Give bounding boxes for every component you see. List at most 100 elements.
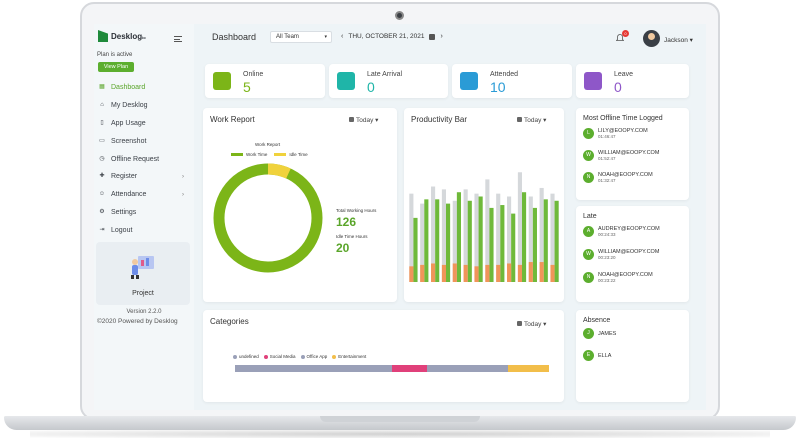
productivity-bar-tertiary bbox=[463, 264, 468, 282]
stat-label: Attended bbox=[490, 71, 519, 78]
chevron-down-icon: ▾ bbox=[324, 34, 327, 40]
productivity-today-dropdown[interactable]: Today ▾ bbox=[517, 116, 546, 124]
list-item[interactable]: L LILY@EOOPY.COM 01:46:47 bbox=[583, 128, 648, 139]
productivity-bar-secondary bbox=[550, 193, 555, 282]
laptop-shadow bbox=[30, 430, 770, 438]
running-icon bbox=[337, 72, 355, 90]
total-hours-value: 126 bbox=[336, 215, 357, 229]
productivity-bar-tertiary bbox=[496, 264, 501, 282]
person-name: LILY@EOOPY.COM bbox=[598, 128, 648, 134]
list-item[interactable]: A AUDREY@EOOPY.COM 00:24:33 bbox=[583, 226, 660, 237]
productivity-bar-primary bbox=[532, 207, 537, 282]
productivity-bar-secondary bbox=[496, 193, 501, 282]
dashboard-icon: ▦ bbox=[99, 84, 105, 91]
sidebar-item-screenshot[interactable]: ▭ Screenshot bbox=[94, 132, 194, 150]
sidebar-item-settings[interactable]: ⚙ Settings bbox=[94, 204, 194, 222]
list-item[interactable]: E ELLA bbox=[583, 350, 611, 361]
productivity-bar-tertiary bbox=[528, 262, 533, 282]
productivity-bar-tertiary bbox=[550, 264, 555, 282]
sidebar-item-my-desklog[interactable]: ⌂ My Desklog bbox=[94, 97, 194, 115]
camera-icon bbox=[395, 11, 404, 20]
list-item[interactable]: N NOAH@EOOPY.COM 01:32:47 bbox=[583, 172, 653, 183]
legend-label: Entertainment bbox=[338, 354, 367, 359]
categories-today-dropdown[interactable]: Today ▾ bbox=[517, 320, 546, 328]
sidebar-item-dashboard[interactable]: ▦ Dashboard bbox=[94, 79, 194, 97]
bell-icon[interactable] bbox=[616, 34, 624, 42]
productivity-bar-tertiary bbox=[485, 264, 490, 282]
stat-label: Online bbox=[243, 71, 264, 78]
productivity-bar-primary bbox=[511, 213, 516, 282]
list-item[interactable]: N NOAH@EOOPY.COM 00:23:22 bbox=[583, 272, 653, 283]
sidebar-item-offline-request[interactable]: ◷ Offline Request bbox=[94, 150, 194, 168]
total-hours-label: Total Working Hours bbox=[336, 208, 377, 213]
productivity-bar-primary bbox=[467, 200, 472, 282]
legend-item: undefined bbox=[233, 354, 259, 359]
chevron-right-icon: › bbox=[182, 173, 184, 180]
sidebar-menu: ▦ Dashboard ⌂ My Desklog ▯ App Usage ▭ Screensh… bbox=[94, 79, 194, 239]
prev-date-button[interactable]: ‹ bbox=[341, 33, 344, 40]
stat-card-leave[interactable]: Leave 0 bbox=[576, 64, 689, 98]
clock-icon: ◷ bbox=[99, 155, 105, 162]
logo-suffix: io bbox=[142, 34, 146, 40]
team-select[interactable]: All Team ▾ bbox=[270, 31, 332, 43]
person-name: ELLA bbox=[598, 352, 612, 359]
legend-label: Office App bbox=[306, 354, 328, 359]
plan-status: Plan is active bbox=[97, 52, 133, 58]
app-screen: Desklogio Plan is active View Plan ▦ Dash… bbox=[94, 24, 706, 410]
version-text: Version 2.2.0 bbox=[126, 309, 162, 315]
idle-hours-label: Idle Time Hours bbox=[336, 234, 368, 239]
project-card[interactable]: Project bbox=[96, 242, 190, 305]
people-icon: ☺ bbox=[98, 191, 106, 198]
productivity-bar-tertiary bbox=[507, 263, 512, 282]
list-item[interactable]: W WILLIAM@EOOPY.COM 01:52:47 bbox=[583, 150, 659, 161]
sidebar-item-app-usage[interactable]: ▯ App Usage bbox=[94, 115, 194, 133]
sidebar: Desklogio Plan is active View Plan ▦ Dash… bbox=[94, 24, 194, 410]
sidebar-item-label: Screenshot bbox=[111, 137, 147, 145]
productivity-bar-tertiary bbox=[474, 266, 479, 282]
stat-label: Leave bbox=[614, 71, 634, 78]
stat-value: 0 bbox=[614, 79, 622, 95]
logo-text: Desklog bbox=[111, 31, 143, 41]
next-date-button[interactable]: › bbox=[440, 33, 443, 40]
phone-icon: ▯ bbox=[100, 119, 104, 126]
sidebar-item-register[interactable]: ✚ Register › bbox=[94, 168, 194, 186]
calendar-icon[interactable] bbox=[429, 33, 436, 40]
list-item[interactable]: J JAMES bbox=[583, 328, 616, 339]
offline-logged-title: Most Offline Time Logged bbox=[583, 115, 663, 122]
work-report-today-dropdown[interactable]: Today ▾ bbox=[349, 116, 378, 124]
idle-hours-value: 20 bbox=[336, 241, 350, 255]
team-select-value: All Team bbox=[276, 34, 299, 40]
productivity-bar-secondary bbox=[420, 203, 425, 282]
avatar[interactable] bbox=[643, 30, 660, 47]
stat-value: 5 bbox=[243, 79, 251, 95]
menu-collapse-icon[interactable] bbox=[174, 36, 182, 42]
productivity-bar-card: Productivity Bar Today ▾ bbox=[404, 108, 564, 302]
stat-card-online[interactable]: Online 5 bbox=[205, 64, 325, 98]
category-segment bbox=[392, 365, 427, 372]
sidebar-item-label: Logout bbox=[111, 226, 133, 234]
sidebar-item-logout[interactable]: ⇥ Logout bbox=[94, 221, 194, 239]
page-title: Dashboard bbox=[212, 32, 257, 42]
stat-card-late-arrival[interactable]: Late Arrival 0 bbox=[329, 64, 448, 98]
donut-idle-slice bbox=[213, 163, 323, 273]
view-plan-button[interactable]: View Plan bbox=[98, 62, 134, 72]
sidebar-item-attendance[interactable]: ☺ Attendance › bbox=[94, 186, 194, 204]
productivity-bar-secondary bbox=[441, 189, 446, 282]
stat-value: 10 bbox=[490, 79, 506, 95]
person-info: NOAH@EOOPY.COM 00:23:22 bbox=[598, 272, 653, 283]
avatar: E bbox=[583, 350, 594, 361]
productivity-bar-primary bbox=[446, 203, 451, 282]
stat-card-attended[interactable]: Attended 10 bbox=[452, 64, 572, 98]
sidebar-item-label: Attendance bbox=[111, 191, 147, 199]
categories-legend: undefined Social Media Office App Entertain… bbox=[233, 354, 366, 359]
person-name: AUDREY@EOOPY.COM bbox=[598, 226, 660, 232]
list-item[interactable]: W WILLIAM@EOOPY.COM 00:23:20 bbox=[583, 249, 659, 260]
person-time: 00:23:22 bbox=[598, 278, 616, 283]
calendar-icon bbox=[517, 117, 522, 122]
logo[interactable]: Desklogio bbox=[98, 30, 146, 42]
productivity-bar-primary bbox=[522, 192, 527, 282]
person-info: WILLIAM@EOOPY.COM 00:23:20 bbox=[598, 249, 659, 260]
sidebar-item-label: App Usage bbox=[111, 119, 146, 127]
sidebar-item-label: My Desklog bbox=[111, 102, 148, 110]
user-menu[interactable]: Jackson ▾ bbox=[664, 36, 693, 44]
